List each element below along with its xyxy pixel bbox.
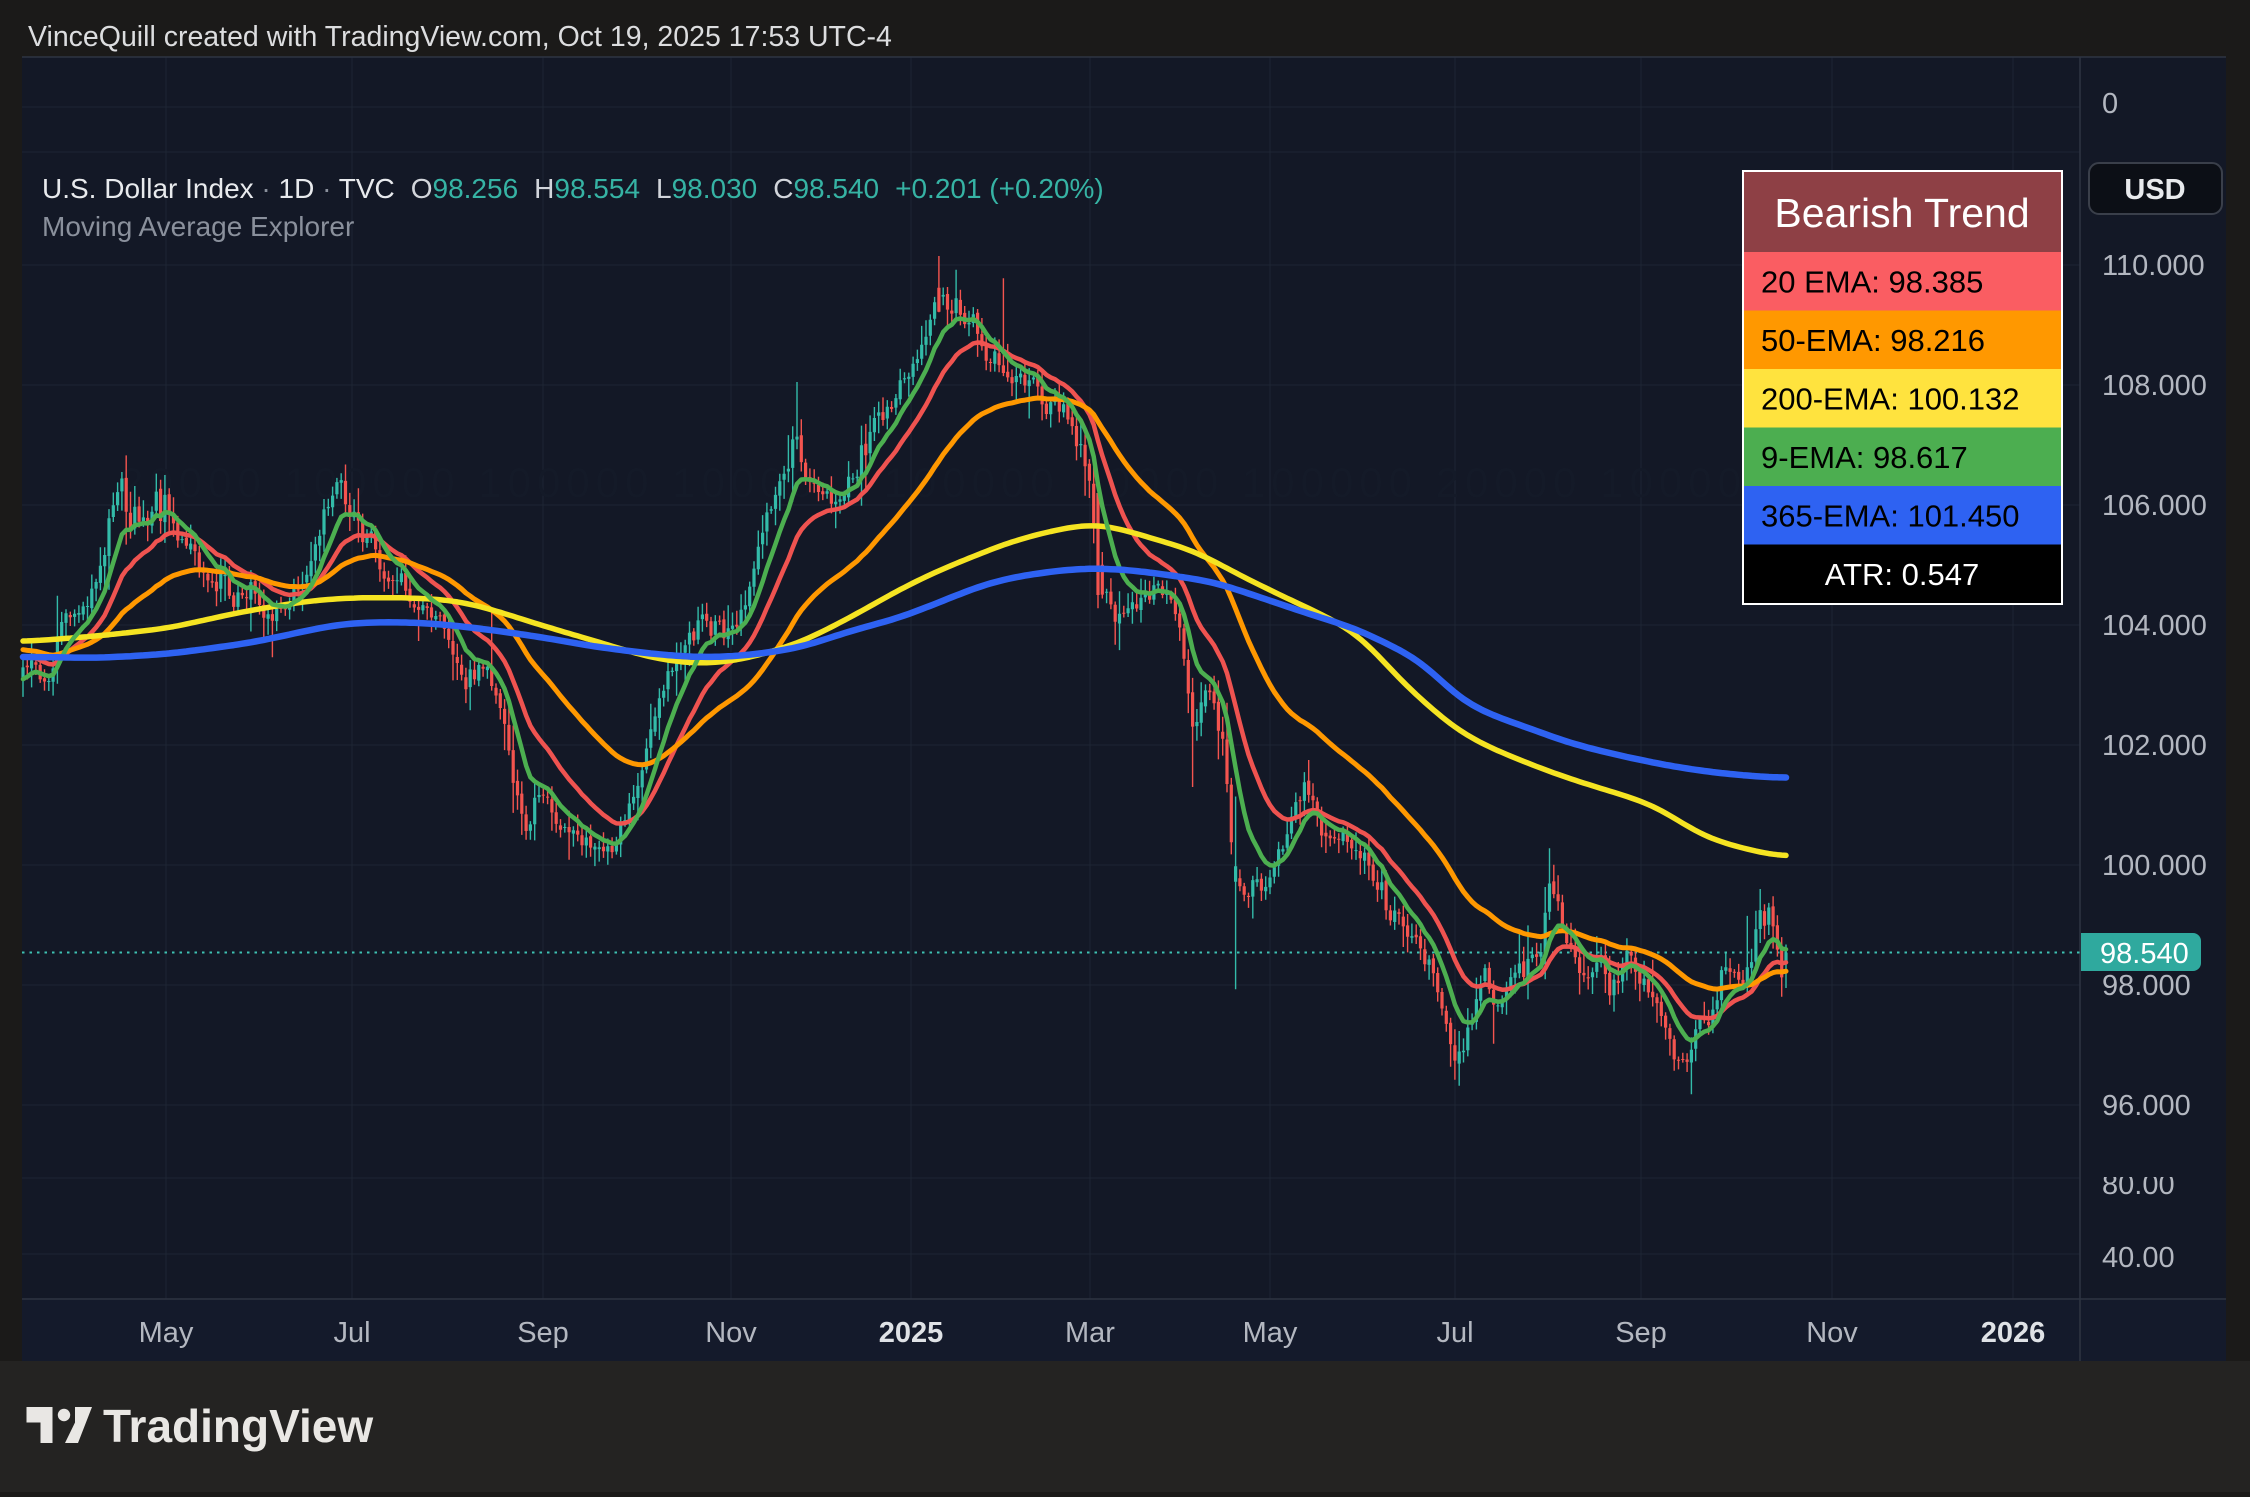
svg-text:2026: 2026 xyxy=(1981,1317,2046,1349)
svg-text:98.540: 98.540 xyxy=(2100,938,2189,970)
svg-text:102.000: 102.000 xyxy=(2102,730,2207,762)
svg-text:106.000: 106.000 xyxy=(2102,490,2207,522)
svg-text:80.00: 80.00 xyxy=(2102,1169,2175,1201)
svg-text:108.000: 108.000 xyxy=(2102,370,2207,402)
svg-text:40.00: 40.00 xyxy=(2102,1242,2175,1274)
svg-text:Sep: Sep xyxy=(517,1317,569,1349)
svg-text:Bearish Trend: Bearish Trend xyxy=(1774,190,2029,236)
svg-text:50-EMA: 98.216: 50-EMA: 98.216 xyxy=(1761,323,1985,358)
svg-text:9-EMA: 98.617: 9-EMA: 98.617 xyxy=(1761,440,1968,475)
svg-text:Moving Average Explorer: Moving Average Explorer xyxy=(42,211,354,242)
svg-text:Jul: Jul xyxy=(333,1317,370,1349)
svg-text:May: May xyxy=(1243,1317,1298,1349)
svg-text:98.000: 98.000 xyxy=(2102,970,2191,1002)
svg-text:Nov: Nov xyxy=(1806,1317,1858,1349)
svg-text:May: May xyxy=(139,1317,194,1349)
svg-text:0: 0 xyxy=(2102,88,2118,120)
svg-text:200-EMA: 100.132: 200-EMA: 100.132 xyxy=(1761,381,2020,416)
svg-text:104.000: 104.000 xyxy=(2102,610,2207,642)
svg-text:Sep: Sep xyxy=(1615,1317,1667,1349)
svg-text:20000 100000 100000 10000 1 10: 20000 100000 100000 10000 1 100000 10000… xyxy=(120,459,1747,506)
svg-text:TradingView: TradingView xyxy=(103,1400,373,1452)
svg-text:100.000: 100.000 xyxy=(2102,850,2207,882)
svg-text:VinceQuill created with Tradin: VinceQuill created with TradingView.com,… xyxy=(28,21,892,53)
svg-text:110.000: 110.000 xyxy=(2102,250,2205,282)
svg-text:USD: USD xyxy=(2124,174,2185,206)
svg-text:ATR: 0.547: ATR: 0.547 xyxy=(1825,557,1980,592)
svg-text:Jul: Jul xyxy=(1436,1317,1473,1349)
svg-text:96.000: 96.000 xyxy=(2102,1090,2191,1122)
svg-text:2025: 2025 xyxy=(879,1317,944,1349)
svg-text:20 EMA: 98.385: 20 EMA: 98.385 xyxy=(1761,264,1983,299)
svg-text:Mar: Mar xyxy=(1065,1317,1115,1349)
svg-text:365-EMA: 101.450: 365-EMA: 101.450 xyxy=(1761,498,2020,533)
svg-text:Nov: Nov xyxy=(705,1317,757,1349)
